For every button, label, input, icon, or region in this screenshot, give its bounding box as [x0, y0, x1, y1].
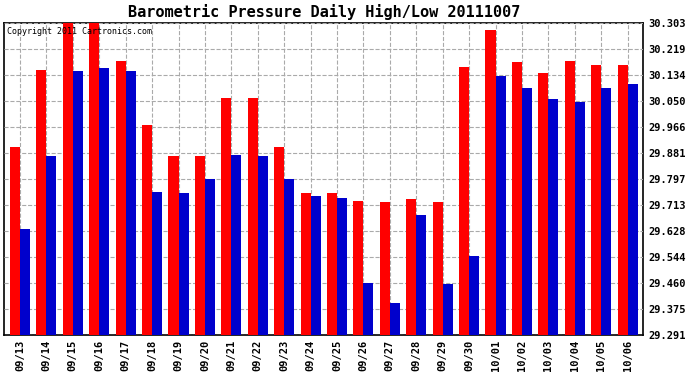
Bar	[89, 21, 99, 335]
Title: Barometric Pressure Daily High/Low 20111007: Barometric Pressure Daily High/Low 20111…	[128, 4, 520, 20]
Bar	[364, 283, 373, 335]
Bar	[512, 62, 522, 335]
Bar	[459, 67, 469, 335]
Bar	[152, 192, 162, 335]
Bar	[618, 65, 628, 335]
Bar	[99, 68, 109, 335]
Bar	[179, 193, 188, 335]
Bar	[591, 65, 601, 335]
Bar	[628, 84, 638, 335]
Bar	[231, 154, 241, 335]
Bar	[549, 99, 558, 335]
Bar	[63, 21, 73, 335]
Bar	[195, 156, 205, 335]
Bar	[380, 202, 390, 335]
Bar	[116, 61, 126, 335]
Bar	[327, 193, 337, 335]
Bar	[20, 229, 30, 335]
Bar	[10, 147, 20, 335]
Bar	[284, 179, 294, 335]
Bar	[601, 88, 611, 335]
Bar	[258, 156, 268, 335]
Bar	[469, 256, 479, 335]
Bar	[142, 125, 152, 335]
Bar	[205, 179, 215, 335]
Bar	[274, 147, 284, 335]
Bar	[433, 202, 443, 335]
Bar	[538, 73, 549, 335]
Bar	[443, 284, 453, 335]
Text: Copyright 2011 Cartronics.com: Copyright 2011 Cartronics.com	[8, 27, 152, 36]
Bar	[495, 76, 506, 335]
Bar	[406, 200, 416, 335]
Bar	[221, 98, 231, 335]
Bar	[73, 71, 83, 335]
Bar	[564, 61, 575, 335]
Bar	[522, 88, 532, 335]
Bar	[310, 196, 321, 335]
Bar	[416, 215, 426, 335]
Bar	[248, 98, 258, 335]
Bar	[168, 156, 179, 335]
Bar	[126, 71, 136, 335]
Bar	[353, 201, 364, 335]
Bar	[575, 102, 585, 335]
Bar	[337, 198, 347, 335]
Bar	[46, 156, 57, 335]
Bar	[37, 70, 46, 335]
Bar	[390, 303, 400, 335]
Bar	[301, 193, 310, 335]
Bar	[486, 30, 495, 335]
